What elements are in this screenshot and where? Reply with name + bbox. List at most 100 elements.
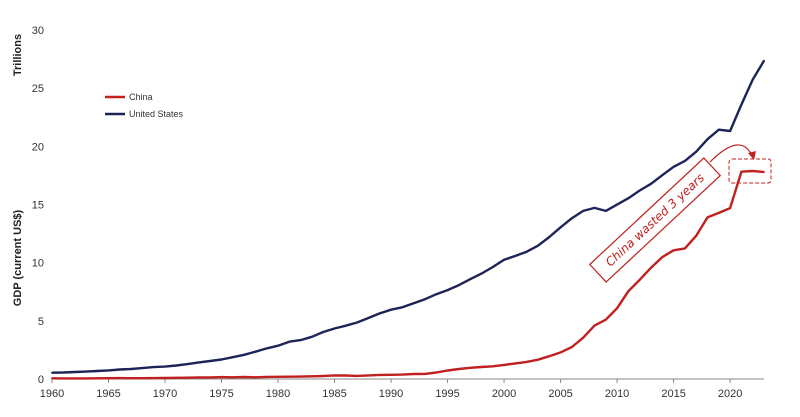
data-point-china	[435, 371, 438, 374]
data-point-china	[73, 377, 76, 380]
data-point-china	[96, 377, 99, 380]
data-point-united-states	[254, 350, 257, 353]
data-point-china	[604, 318, 607, 321]
data-point-united-states	[706, 138, 709, 141]
data-point-china	[164, 377, 166, 379]
data-point-china	[231, 376, 234, 379]
data-point-china	[627, 290, 630, 293]
data-point-china	[254, 376, 257, 379]
data-point-china	[650, 266, 652, 269]
data-point-united-states	[672, 165, 675, 168]
data-point-united-states	[638, 189, 641, 192]
annotation-arrowhead	[748, 151, 756, 160]
data-point-united-states	[435, 293, 438, 296]
data-point-china	[175, 376, 178, 379]
data-point-china	[265, 376, 268, 378]
data-point-china	[457, 368, 460, 370]
data-point-united-states	[729, 130, 731, 132]
data-point-china	[51, 377, 53, 380]
data-point-china	[186, 376, 189, 379]
x-tick-label: 1985	[322, 388, 346, 400]
data-point-china	[130, 377, 133, 380]
data-point-china	[367, 374, 370, 377]
y-tick-label: 20	[32, 141, 44, 153]
data-point-united-states	[85, 370, 87, 373]
series-line-china	[51, 169, 765, 380]
data-point-united-states	[356, 321, 359, 324]
data-point-united-states	[198, 361, 200, 364]
x-tick-label: 1990	[379, 388, 403, 400]
data-point-china	[469, 366, 472, 369]
data-point-united-states	[164, 365, 166, 368]
data-point-united-states	[322, 331, 325, 333]
data-point-china	[333, 374, 336, 377]
data-point-united-states	[209, 360, 212, 362]
data-point-china	[152, 377, 155, 379]
data-point-united-states	[130, 368, 133, 370]
data-point-united-states	[604, 209, 607, 212]
data-point-china	[491, 365, 494, 368]
data-point-united-states	[593, 206, 596, 209]
data-point-united-states	[559, 226, 562, 229]
y-tick-label: 25	[32, 83, 44, 95]
data-point-china	[446, 369, 449, 372]
y-tick-label: 0	[38, 374, 44, 386]
data-point-china	[480, 366, 483, 368]
data-point-united-states	[412, 302, 415, 305]
data-point-united-states	[107, 369, 110, 372]
data-point-united-states	[683, 159, 686, 162]
data-point-china	[616, 307, 618, 310]
legend-label-united-states: United States	[129, 109, 184, 119]
data-point-china	[378, 374, 381, 376]
data-point-united-states	[243, 353, 246, 356]
y-axis-title: GDP (current US$)	[12, 209, 24, 306]
x-tick-label: 1970	[153, 388, 177, 400]
data-point-united-states	[231, 356, 234, 359]
data-point-china	[209, 376, 212, 379]
data-point-china	[763, 171, 765, 173]
data-point-china	[514, 362, 517, 365]
y-tick-label: 15	[32, 200, 44, 212]
x-tick-label: 1960	[40, 388, 64, 400]
legend: China United States	[105, 92, 184, 119]
y-tick-label: 10	[32, 258, 44, 270]
data-point-china	[62, 377, 65, 380]
data-point-china	[525, 360, 528, 363]
data-point-united-states	[277, 344, 279, 347]
data-point-united-states	[265, 347, 268, 350]
data-point-united-states	[616, 203, 618, 206]
data-point-china	[141, 377, 144, 380]
data-point-china	[706, 216, 709, 219]
data-point-china	[537, 358, 539, 361]
data-point-china	[243, 376, 246, 378]
data-point-united-states	[582, 209, 585, 212]
data-point-united-states	[469, 278, 472, 281]
data-point-united-states	[378, 312, 381, 315]
data-point-united-states	[118, 368, 121, 371]
y-tick-label: 5	[38, 316, 44, 328]
y-axis-ticks: 0 5 10 15 20 25 30	[32, 25, 44, 386]
data-point-united-states	[650, 182, 652, 185]
data-point-china	[740, 170, 743, 173]
data-point-united-states	[480, 272, 483, 275]
data-point-united-states	[333, 327, 336, 330]
annotation-box	[588, 157, 722, 283]
data-point-china	[299, 375, 302, 378]
data-point-china	[559, 351, 562, 354]
data-point-china	[672, 249, 675, 252]
data-point-china	[717, 211, 720, 214]
data-point-china	[220, 376, 223, 379]
data-point-china	[570, 346, 573, 348]
data-point-china	[683, 247, 686, 250]
data-point-china	[311, 375, 313, 378]
data-point-united-states	[401, 306, 404, 309]
data-point-united-states	[537, 244, 539, 247]
series-lines	[51, 59, 766, 380]
data-point-china	[751, 170, 754, 172]
data-point-china	[322, 375, 325, 377]
data-point-china	[277, 375, 279, 378]
x-tick-label: 2000	[492, 388, 516, 400]
data-point-united-states	[446, 289, 449, 292]
data-point-china	[412, 373, 415, 375]
